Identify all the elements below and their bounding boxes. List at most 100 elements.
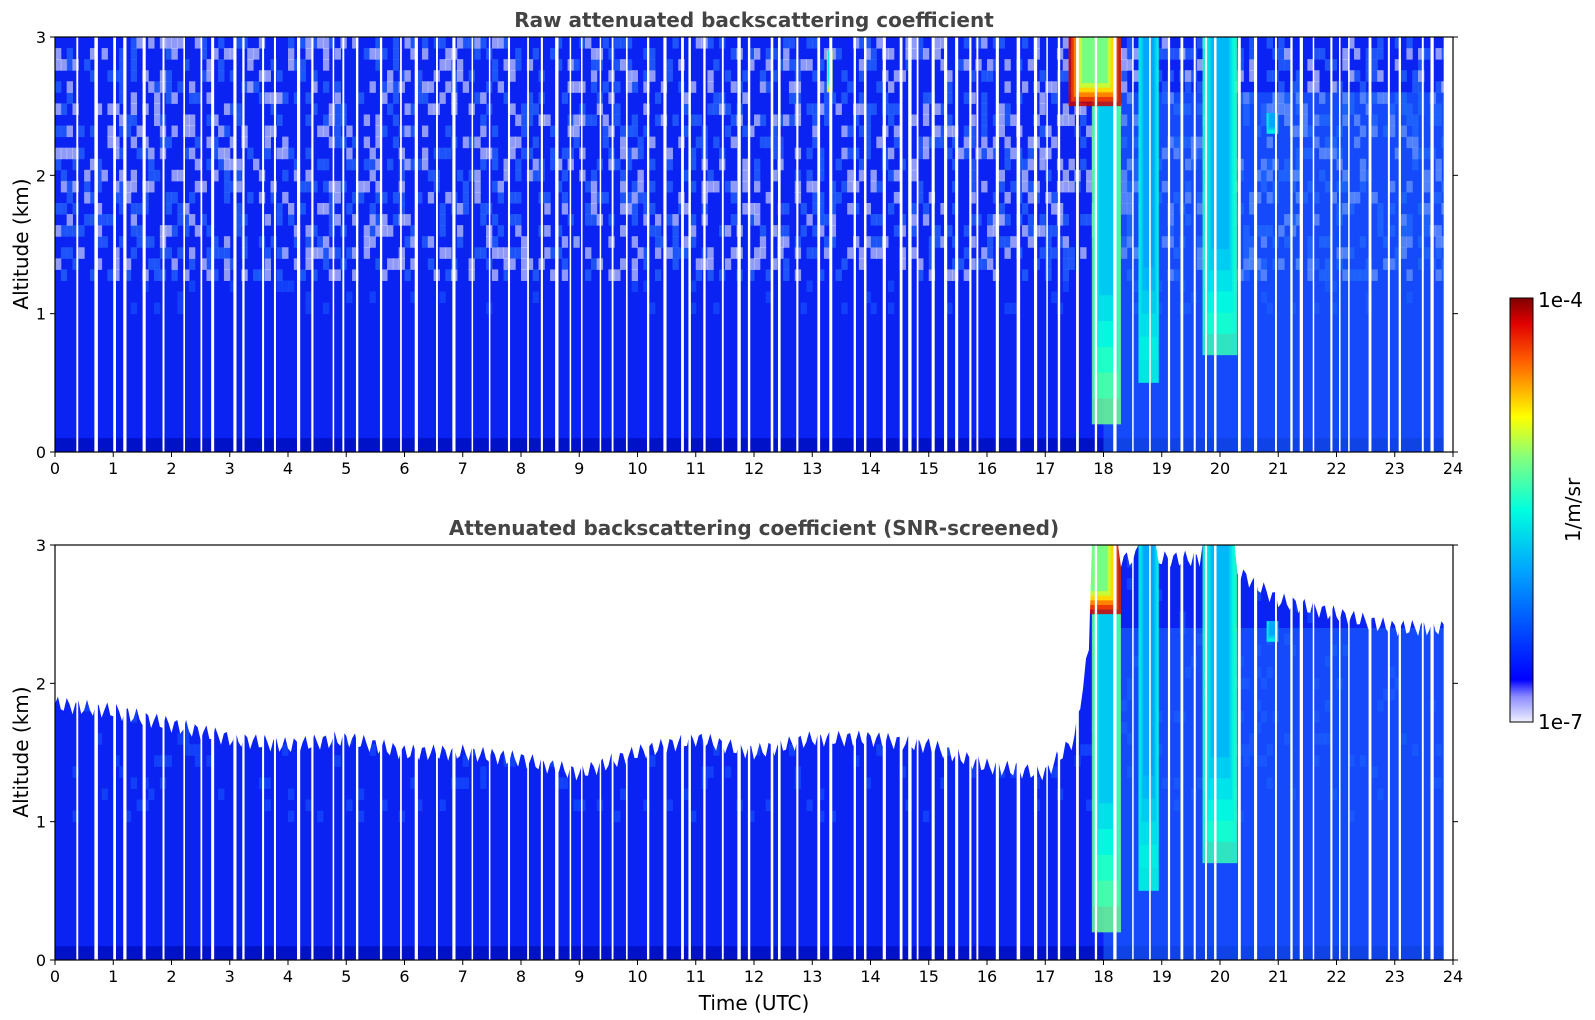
noise-cell: [870, 103, 877, 115]
noise-cell: [101, 214, 108, 226]
noise-cell: [346, 203, 353, 215]
noise-cell: [818, 191, 825, 204]
noise-cell: [526, 92, 534, 104]
data-gap: [899, 545, 903, 960]
noise-cell: [456, 59, 464, 71]
noise-cell: [416, 158, 423, 171]
noise-cell: [72, 258, 79, 270]
noise-cell: [299, 203, 306, 215]
noise-cell: [841, 302, 848, 315]
noise-cell: [1004, 147, 1011, 160]
noise-cell: [1027, 59, 1035, 71]
noise-cell: [806, 214, 813, 226]
colorbar-max-label: 1e-4: [1538, 288, 1583, 312]
noise-cell: [940, 103, 947, 115]
noise-cell: [305, 114, 312, 127]
noise-cell: [602, 125, 609, 138]
noise-cell: [771, 114, 778, 127]
noise-cell: [637, 169, 644, 182]
noise-cell: [1295, 70, 1303, 82]
data-gap: [273, 37, 276, 452]
noise-cell: [841, 180, 848, 193]
noise-cell: [305, 236, 312, 248]
noise-cell: [695, 269, 703, 281]
noise-cell: [124, 125, 132, 138]
noise-cell: [870, 59, 877, 71]
noise-cell: [293, 59, 301, 71]
noise-cell: [847, 169, 854, 182]
data-gap: [471, 37, 474, 452]
noise-cell: [200, 214, 207, 226]
noise-cell: [643, 258, 650, 270]
noise-cell: [1062, 280, 1070, 293]
noise-cell: [812, 203, 819, 215]
noise-cell: [666, 214, 673, 226]
noise-cell: [165, 81, 172, 93]
noise-cell: [1062, 169, 1070, 182]
noise-cell: [305, 48, 312, 60]
noise-cell: [235, 114, 242, 127]
noise-cell: [911, 225, 918, 237]
noise-cell: [998, 203, 1005, 215]
noise-cell: [282, 136, 289, 149]
noise-cell: [130, 92, 138, 104]
evening-layer: [1103, 628, 1445, 960]
noise-cell: [404, 214, 411, 226]
noise-cell: [521, 103, 528, 115]
noise-cell: [119, 125, 126, 138]
noise-cell: [783, 258, 790, 270]
noise-cell: [474, 169, 481, 182]
noise-cell: [823, 103, 831, 115]
noise-cell: [707, 247, 714, 259]
noise-cell: [969, 191, 976, 204]
data-gap: [436, 37, 438, 452]
noise-cell: [288, 788, 295, 801]
noise-cell: [759, 136, 767, 149]
noise-cell: [322, 48, 330, 60]
noise-cell: [148, 158, 155, 171]
noise-cell: [124, 191, 132, 204]
noise-cell: [247, 81, 254, 93]
noise-cell: [311, 247, 318, 259]
noise-cell: [759, 70, 767, 82]
x-tick-label: 10: [627, 967, 647, 986]
noise-cell: [672, 225, 679, 237]
noise-cell: [375, 258, 382, 270]
noise-cell: [742, 125, 749, 138]
noise-cell: [1004, 236, 1011, 248]
noise-cell: [218, 147, 225, 160]
noise-cell: [1004, 158, 1011, 171]
noise-cell: [1045, 247, 1052, 259]
noise-cell: [124, 258, 132, 270]
noise-cell: [654, 92, 662, 104]
noise-cell: [218, 125, 225, 138]
noise-cell: [818, 103, 825, 115]
noise-cell: [288, 214, 295, 226]
noise-cell: [666, 799, 673, 812]
noise-cell: [1045, 191, 1052, 204]
noise-cell: [188, 114, 196, 127]
noise-cell: [684, 125, 691, 138]
noise-cell: [1010, 180, 1017, 193]
noise-cell: [264, 214, 272, 226]
noise-cell: [637, 147, 644, 160]
noise-cell: [631, 114, 638, 127]
noise-cell: [1377, 70, 1384, 82]
x-tick-label: 19: [1152, 967, 1172, 986]
noise-cell: [643, 103, 650, 115]
noise-cell: [171, 269, 178, 281]
noise-cell: [381, 191, 388, 204]
noise-cell: [427, 103, 435, 115]
noise-cell: [462, 191, 470, 204]
noise-cell: [544, 247, 551, 259]
noise-cell: [322, 180, 330, 193]
noise-cell: [154, 302, 161, 315]
noise-cell: [416, 70, 423, 82]
data-gap: [599, 37, 602, 452]
noise-cell: [561, 191, 569, 204]
noise-cell: [235, 225, 242, 237]
noise-cell: [352, 191, 359, 204]
noise-cell: [95, 733, 103, 745]
noise-cell: [754, 48, 761, 60]
noise-cell: [305, 302, 312, 315]
